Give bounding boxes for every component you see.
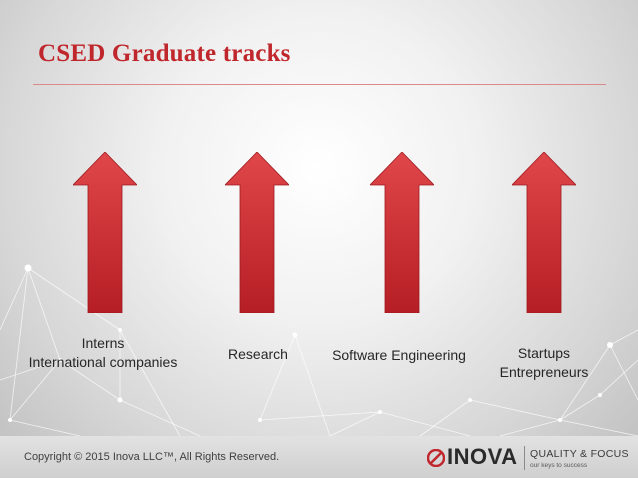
logo-slogan: QUALITY & FOCUS [530, 448, 629, 460]
up-arrow-icon [370, 152, 434, 313]
track-label-line: Startups [517, 345, 571, 361]
track-label-line: Interns [81, 335, 125, 351]
copyright-text: Copyright © 2015 Inova LLC™, All Rights … [24, 451, 280, 463]
track-label-line: Research [228, 346, 288, 362]
track-label-line: Entrepreneurs [499, 364, 589, 380]
up-arrow-icon [225, 152, 289, 313]
title-divider [33, 84, 606, 85]
inova-logo-mark-icon [427, 449, 445, 467]
logo-wordmark: INOVA [447, 444, 518, 469]
track-label-line: Software Engineering [332, 347, 466, 363]
track-label-line: International companies [28, 354, 178, 370]
slide-title: CSED Graduate tracks [38, 40, 291, 67]
footer-bar: Copyright © 2015 Inova LLC™, All Rights … [0, 436, 638, 478]
logo-divider [524, 446, 525, 470]
logo-subslogan: our keys to success [530, 462, 588, 469]
track-label-interns: Interns International companies [18, 334, 188, 372]
track-label-software-engineering: Software Engineering [325, 346, 473, 365]
track-label-startups: Startups Entrepreneurs [485, 344, 603, 382]
track-label-research: Research [220, 345, 296, 364]
up-arrow-icon [512, 152, 576, 313]
up-arrow-icon [73, 152, 137, 313]
